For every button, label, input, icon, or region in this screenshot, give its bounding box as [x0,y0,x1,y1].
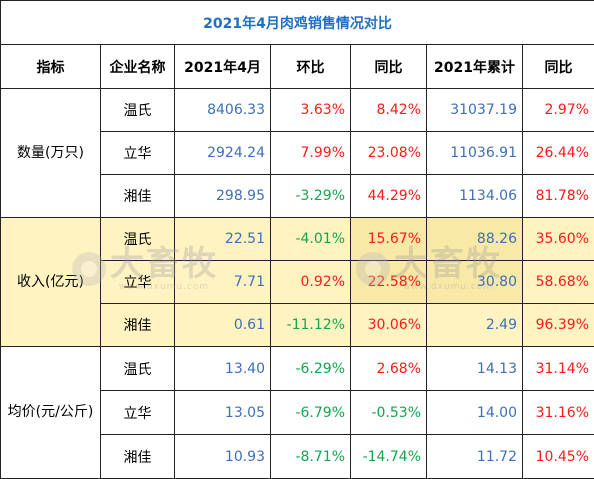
yoy-value: 8.42% [350,88,427,132]
header-company: 企业名称 [100,44,175,89]
cumulative-value: 11036.91 [426,131,523,175]
cumulative-value: 14.00 [426,390,523,435]
cumulative-yoy-value: 81.78% [522,174,594,218]
mom-value: -8.71% [270,434,351,479]
cumulative-yoy-value: 31.14% [522,346,594,391]
metric-label-avg-price: 均价(元/公斤) [0,346,101,479]
company-cell: 立华 [100,390,175,435]
metric-label-quantity: 数量(万只) [0,88,101,218]
month-value: 298.95 [174,174,271,218]
cumulative-value: 11.72 [426,434,523,479]
yoy-value: -0.53% [350,390,427,435]
mom-value: 3.63% [270,88,351,132]
company-cell: 温氏 [100,346,175,391]
table-row: 湘佳 10.93 -8.71% -14.74% 11.72 10.45% [1,434,594,479]
company-cell: 立华 [100,131,175,175]
company-cell: 立华 [100,260,175,304]
table-row: 收入(亿元) 温氏 22.51 -4.01% 15.67% 88.26 35.6… [0,217,594,347]
cumulative-yoy-value: 2.97% [522,88,594,132]
yoy-value: 30.06% [350,303,427,347]
header-month: 2021年4月 [174,44,271,89]
header-row: 指标 企业名称 2021年4月 环比 同比 2021年累计 同比 [0,44,594,89]
month-value: 10.93 [174,434,271,479]
header-metric: 指标 [0,44,101,89]
month-value: 8406.33 [174,88,271,132]
company-cell: 湘佳 [100,303,175,347]
cumulative-value: 14.13 [426,346,523,391]
cumulative-yoy-value: 35.60% [522,217,594,261]
yoy-value: 23.08% [350,131,427,175]
cumulative-yoy-value: 58.68% [522,260,594,304]
cumulative-value: 30.80 [426,260,523,304]
yoy-value: 2.68% [350,346,427,391]
cumulative-value: 2.49 [426,303,523,347]
mom-value: 0.92% [270,260,351,304]
table-row: 湘佳 0.61 -11.12% 30.06% 2.49 96.39% [1,303,594,347]
cumulative-value: 88.26 [426,217,523,261]
cumulative-yoy-value: 26.44% [522,131,594,175]
header-cumulative: 2021年累计 [426,44,523,89]
table-row: 立华 13.05 -6.79% -0.53% 14.00 31.16% [1,390,594,435]
month-value: 22.51 [174,217,271,261]
cumulative-yoy-value: 10.45% [522,434,594,479]
header-mom: 环比 [270,44,351,89]
yoy-value: 44.29% [350,174,427,218]
header-yoy: 同比 [350,44,427,89]
header-cumulative-yoy: 同比 [522,44,594,89]
mom-value: -11.12% [270,303,351,347]
yoy-value: 15.67% [350,217,427,261]
mom-value: -3.29% [270,174,351,218]
month-value: 2924.24 [174,131,271,175]
company-cell: 湘佳 [100,434,175,479]
cumulative-value: 31037.19 [426,88,523,132]
yoy-value: -14.74% [350,434,427,479]
table-row: 立华 7.71 0.92% 22.58% 30.80 58.68% [1,260,594,304]
cumulative-yoy-value: 96.39% [522,303,594,347]
month-value: 13.05 [174,390,271,435]
table-row: 立华 2924.24 7.99% 23.08% 11036.91 26.44% [1,131,594,175]
company-cell: 温氏 [100,217,175,261]
table-title: 2021年4月肉鸡销售情况对比 [0,0,594,45]
month-value: 7.71 [174,260,271,304]
table-row: 均价(元/公斤) 温氏 13.40 -6.29% 2.68% 14.13 31.… [0,346,594,479]
cumulative-value: 1134.06 [426,174,523,218]
company-cell: 温氏 [100,88,175,132]
table-row: 数量(万只) 温氏 8406.33 3.63% 8.42% 31037.19 2… [0,88,594,218]
metric-label-revenue: 收入(亿元) [0,217,101,347]
mom-value: 7.99% [270,131,351,175]
yoy-value: 22.58% [350,260,427,304]
cumulative-yoy-value: 31.16% [522,390,594,435]
table-row: 湘佳 298.95 -3.29% 44.29% 1134.06 81.78% [1,174,594,218]
mom-value: -4.01% [270,217,351,261]
company-cell: 湘佳 [100,174,175,218]
month-value: 0.61 [174,303,271,347]
mom-value: -6.29% [270,346,351,391]
month-value: 13.40 [174,346,271,391]
mom-value: -6.79% [270,390,351,435]
